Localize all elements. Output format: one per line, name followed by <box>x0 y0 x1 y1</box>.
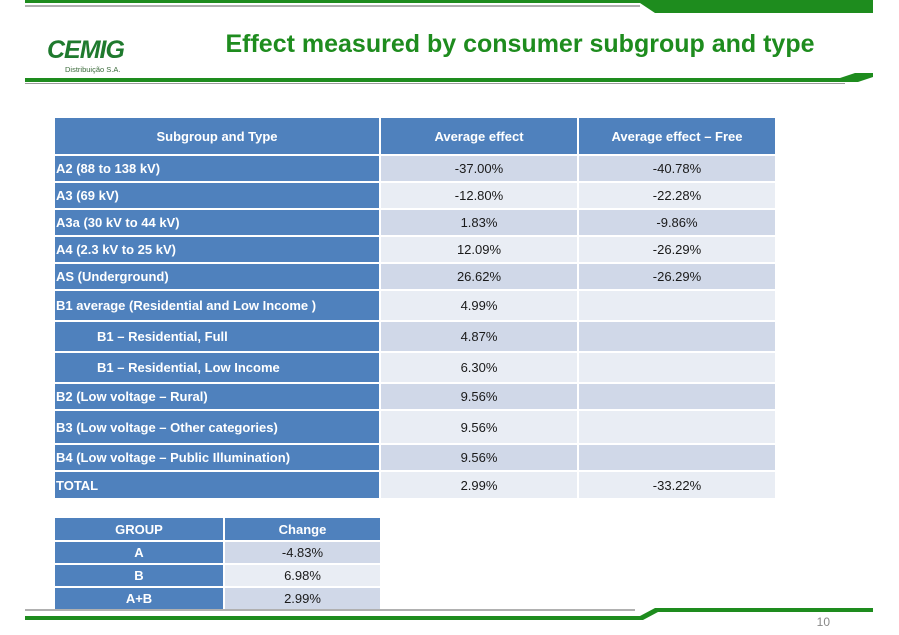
row-label: A2 (88 to 138 kV) <box>55 156 381 183</box>
table-row: A3 (69 kV) -12.80% -22.28% <box>55 183 777 210</box>
average-effect-free-cell: -26.29% <box>579 237 777 264</box>
page-title: Effect measured by consumer subgroup and… <box>225 30 815 58</box>
page-number: 10 <box>816 615 830 629</box>
table-row: B1 average (Residential and Low Income )… <box>55 291 777 322</box>
group-change-table: GROUP Change A -4.83% B 6.98% A+B 2.99% <box>55 518 382 611</box>
average-effect-free-cell: -40.78% <box>579 156 777 183</box>
average-effect-free-cell <box>579 384 777 411</box>
row-label: B3 (Low voltage – Other categories) <box>55 411 381 445</box>
table-row: B3 (Low voltage – Other categories) 9.56… <box>55 411 777 445</box>
title-underline <box>25 73 873 84</box>
top-decorative-bar <box>25 0 873 13</box>
average-effect-cell: 9.56% <box>381 384 579 411</box>
row-label: A3 (69 kV) <box>55 183 381 210</box>
row-label: B1 average (Residential and Low Income ) <box>55 291 381 322</box>
row-label: TOTAL <box>55 472 381 500</box>
average-effect-cell: 4.99% <box>381 291 579 322</box>
table-row: B1 – Residential, Low Income 6.30% <box>55 353 777 384</box>
average-effect-free-cell <box>579 353 777 384</box>
average-effect-free-cell: -33.22% <box>579 472 777 500</box>
average-effect-cell: 9.56% <box>381 411 579 445</box>
table-row: B1 – Residential, Full 4.87% <box>55 322 777 353</box>
average-effect-free-cell: -22.28% <box>579 183 777 210</box>
change-cell: 6.98% <box>225 565 382 588</box>
change-cell: -4.83% <box>225 542 382 565</box>
group-cell: B <box>55 565 225 588</box>
average-effect-cell: 9.56% <box>381 445 579 472</box>
logo-subtext: Distribuição S.A. <box>65 65 121 74</box>
table-header-row: GROUP Change <box>55 518 382 542</box>
average-effect-cell: -12.80% <box>381 183 579 210</box>
group-cell: A <box>55 542 225 565</box>
row-label: B1 – Residential, Low Income <box>55 353 381 384</box>
table-row: A2 (88 to 138 kV) -37.00% -40.78% <box>55 156 777 183</box>
row-label: B1 – Residential, Full <box>55 322 381 353</box>
row-label: B2 (Low voltage – Rural) <box>55 384 381 411</box>
row-label: B4 (Low voltage – Public Illumination) <box>55 445 381 472</box>
table-row: A3a (30 kV to 44 kV) 1.83% -9.86% <box>55 210 777 237</box>
table-row: B 6.98% <box>55 565 382 588</box>
average-effect-cell: -37.00% <box>381 156 579 183</box>
column-header-subgroup: Subgroup and Type <box>55 118 381 156</box>
row-label: A3a (30 kV to 44 kV) <box>55 210 381 237</box>
average-effect-free-cell: -9.86% <box>579 210 777 237</box>
table-row: A -4.83% <box>55 542 382 565</box>
bottom-decorative-bar <box>25 608 873 620</box>
subgroup-effect-table: Subgroup and Type Average effect Average… <box>55 118 777 500</box>
average-effect-free-cell <box>579 411 777 445</box>
row-label: A4 (2.3 kV to 25 kV) <box>55 237 381 264</box>
column-header-change: Change <box>225 518 382 542</box>
average-effect-cell: 6.30% <box>381 353 579 384</box>
average-effect-free-cell <box>579 322 777 353</box>
table-row: AS (Underground) 26.62% -26.29% <box>55 264 777 291</box>
average-effect-cell: 26.62% <box>381 264 579 291</box>
average-effect-free-cell <box>579 445 777 472</box>
column-header-group: GROUP <box>55 518 225 542</box>
logo-wordmark: CEMIG <box>47 36 125 64</box>
company-logo: CEMIG Distribuição S.A. <box>47 36 139 76</box>
table-header-row: Subgroup and Type Average effect Average… <box>55 118 777 156</box>
average-effect-cell: 2.99% <box>381 472 579 500</box>
table-row: B4 (Low voltage – Public Illumination) 9… <box>55 445 777 472</box>
average-effect-free-cell: -26.29% <box>579 264 777 291</box>
table-row-total: TOTAL 2.99% -33.22% <box>55 472 777 500</box>
table-row: B2 (Low voltage – Rural) 9.56% <box>55 384 777 411</box>
column-header-average-effect: Average effect <box>381 118 579 156</box>
average-effect-free-cell <box>579 291 777 322</box>
row-label: AS (Underground) <box>55 264 381 291</box>
average-effect-cell: 1.83% <box>381 210 579 237</box>
average-effect-cell: 4.87% <box>381 322 579 353</box>
column-header-average-effect-free: Average effect – Free <box>579 118 777 156</box>
table-row: A4 (2.3 kV to 25 kV) 12.09% -26.29% <box>55 237 777 264</box>
average-effect-cell: 12.09% <box>381 237 579 264</box>
